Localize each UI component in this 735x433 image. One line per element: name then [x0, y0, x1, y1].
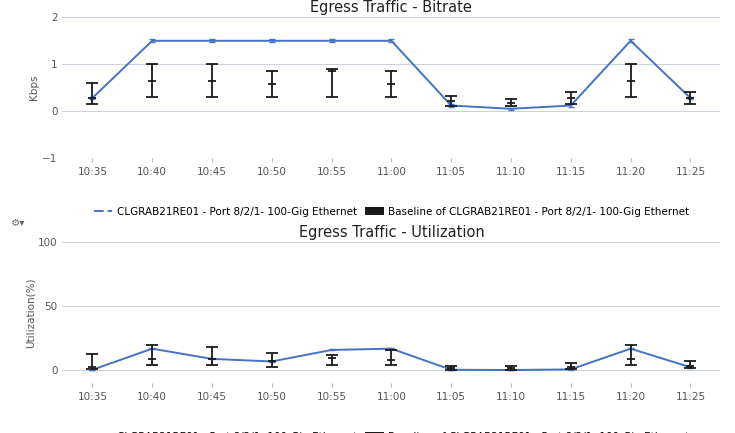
Y-axis label: Utilization(%): Utilization(%): [25, 278, 35, 348]
Title: Egress Traffic - Utilization: Egress Traffic - Utilization: [298, 225, 484, 240]
Legend: CLGRAB21RE01 - Port 8/2/1- 100-Gig Ethernet, Baseline of CLGRAB21RE01 - Port 8/2: CLGRAB21RE01 - Port 8/2/1- 100-Gig Ether…: [90, 203, 693, 221]
Legend: CLGRAB21RE01 - Port 8/2/1- 100-Gig Ethernet, Baseline of CLGRAB21RE01 - Port 8/2: CLGRAB21RE01 - Port 8/2/1- 100-Gig Ether…: [90, 428, 693, 433]
Title: Egress Traffic - Bitrate: Egress Traffic - Bitrate: [310, 0, 473, 15]
Y-axis label: Kbps: Kbps: [29, 75, 40, 100]
Text: ⚙▾: ⚙▾: [11, 218, 26, 228]
